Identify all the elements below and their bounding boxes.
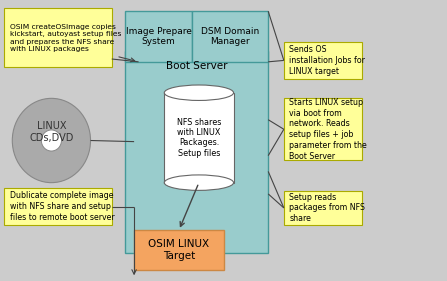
Text: Image Prepare
System: Image Prepare System	[126, 27, 192, 46]
FancyBboxPatch shape	[284, 98, 362, 160]
Ellipse shape	[164, 85, 233, 101]
FancyBboxPatch shape	[284, 42, 362, 79]
Text: Setup reads
packages from NFS
share: Setup reads packages from NFS share	[289, 193, 365, 223]
Text: Starts LINUX setup
via boot from
network. Reads
setup files + job
parameter from: Starts LINUX setup via boot from network…	[289, 98, 367, 161]
Text: OSIM createOSImage copies
kickstart, autoyast setup files
and prepares the NFS s: OSIM createOSImage copies kickstart, aut…	[10, 24, 121, 52]
Text: Sends OS
installation Jobs for
LINUX target: Sends OS installation Jobs for LINUX tar…	[289, 45, 365, 76]
Text: Boot Server: Boot Server	[166, 61, 228, 71]
Text: Dublicate complete image
with NFS share and setup
files to remote boot server: Dublicate complete image with NFS share …	[10, 191, 114, 222]
Ellipse shape	[164, 175, 233, 191]
FancyBboxPatch shape	[125, 11, 192, 62]
Text: OSIM LINUX
Target: OSIM LINUX Target	[148, 239, 209, 261]
FancyBboxPatch shape	[134, 230, 224, 270]
Bar	[164, 93, 233, 183]
Ellipse shape	[13, 98, 90, 183]
Text: NFS shares
with LINUX
Packages.
Setup files: NFS shares with LINUX Packages. Setup fi…	[177, 117, 221, 158]
FancyBboxPatch shape	[192, 11, 268, 62]
Text: LINUX
CDs,DVD: LINUX CDs,DVD	[29, 121, 74, 143]
FancyBboxPatch shape	[125, 51, 268, 253]
Ellipse shape	[42, 130, 61, 151]
FancyBboxPatch shape	[284, 191, 362, 225]
Text: DSM Domain
Manager: DSM Domain Manager	[201, 27, 259, 46]
FancyBboxPatch shape	[4, 188, 112, 225]
FancyBboxPatch shape	[4, 8, 112, 67]
